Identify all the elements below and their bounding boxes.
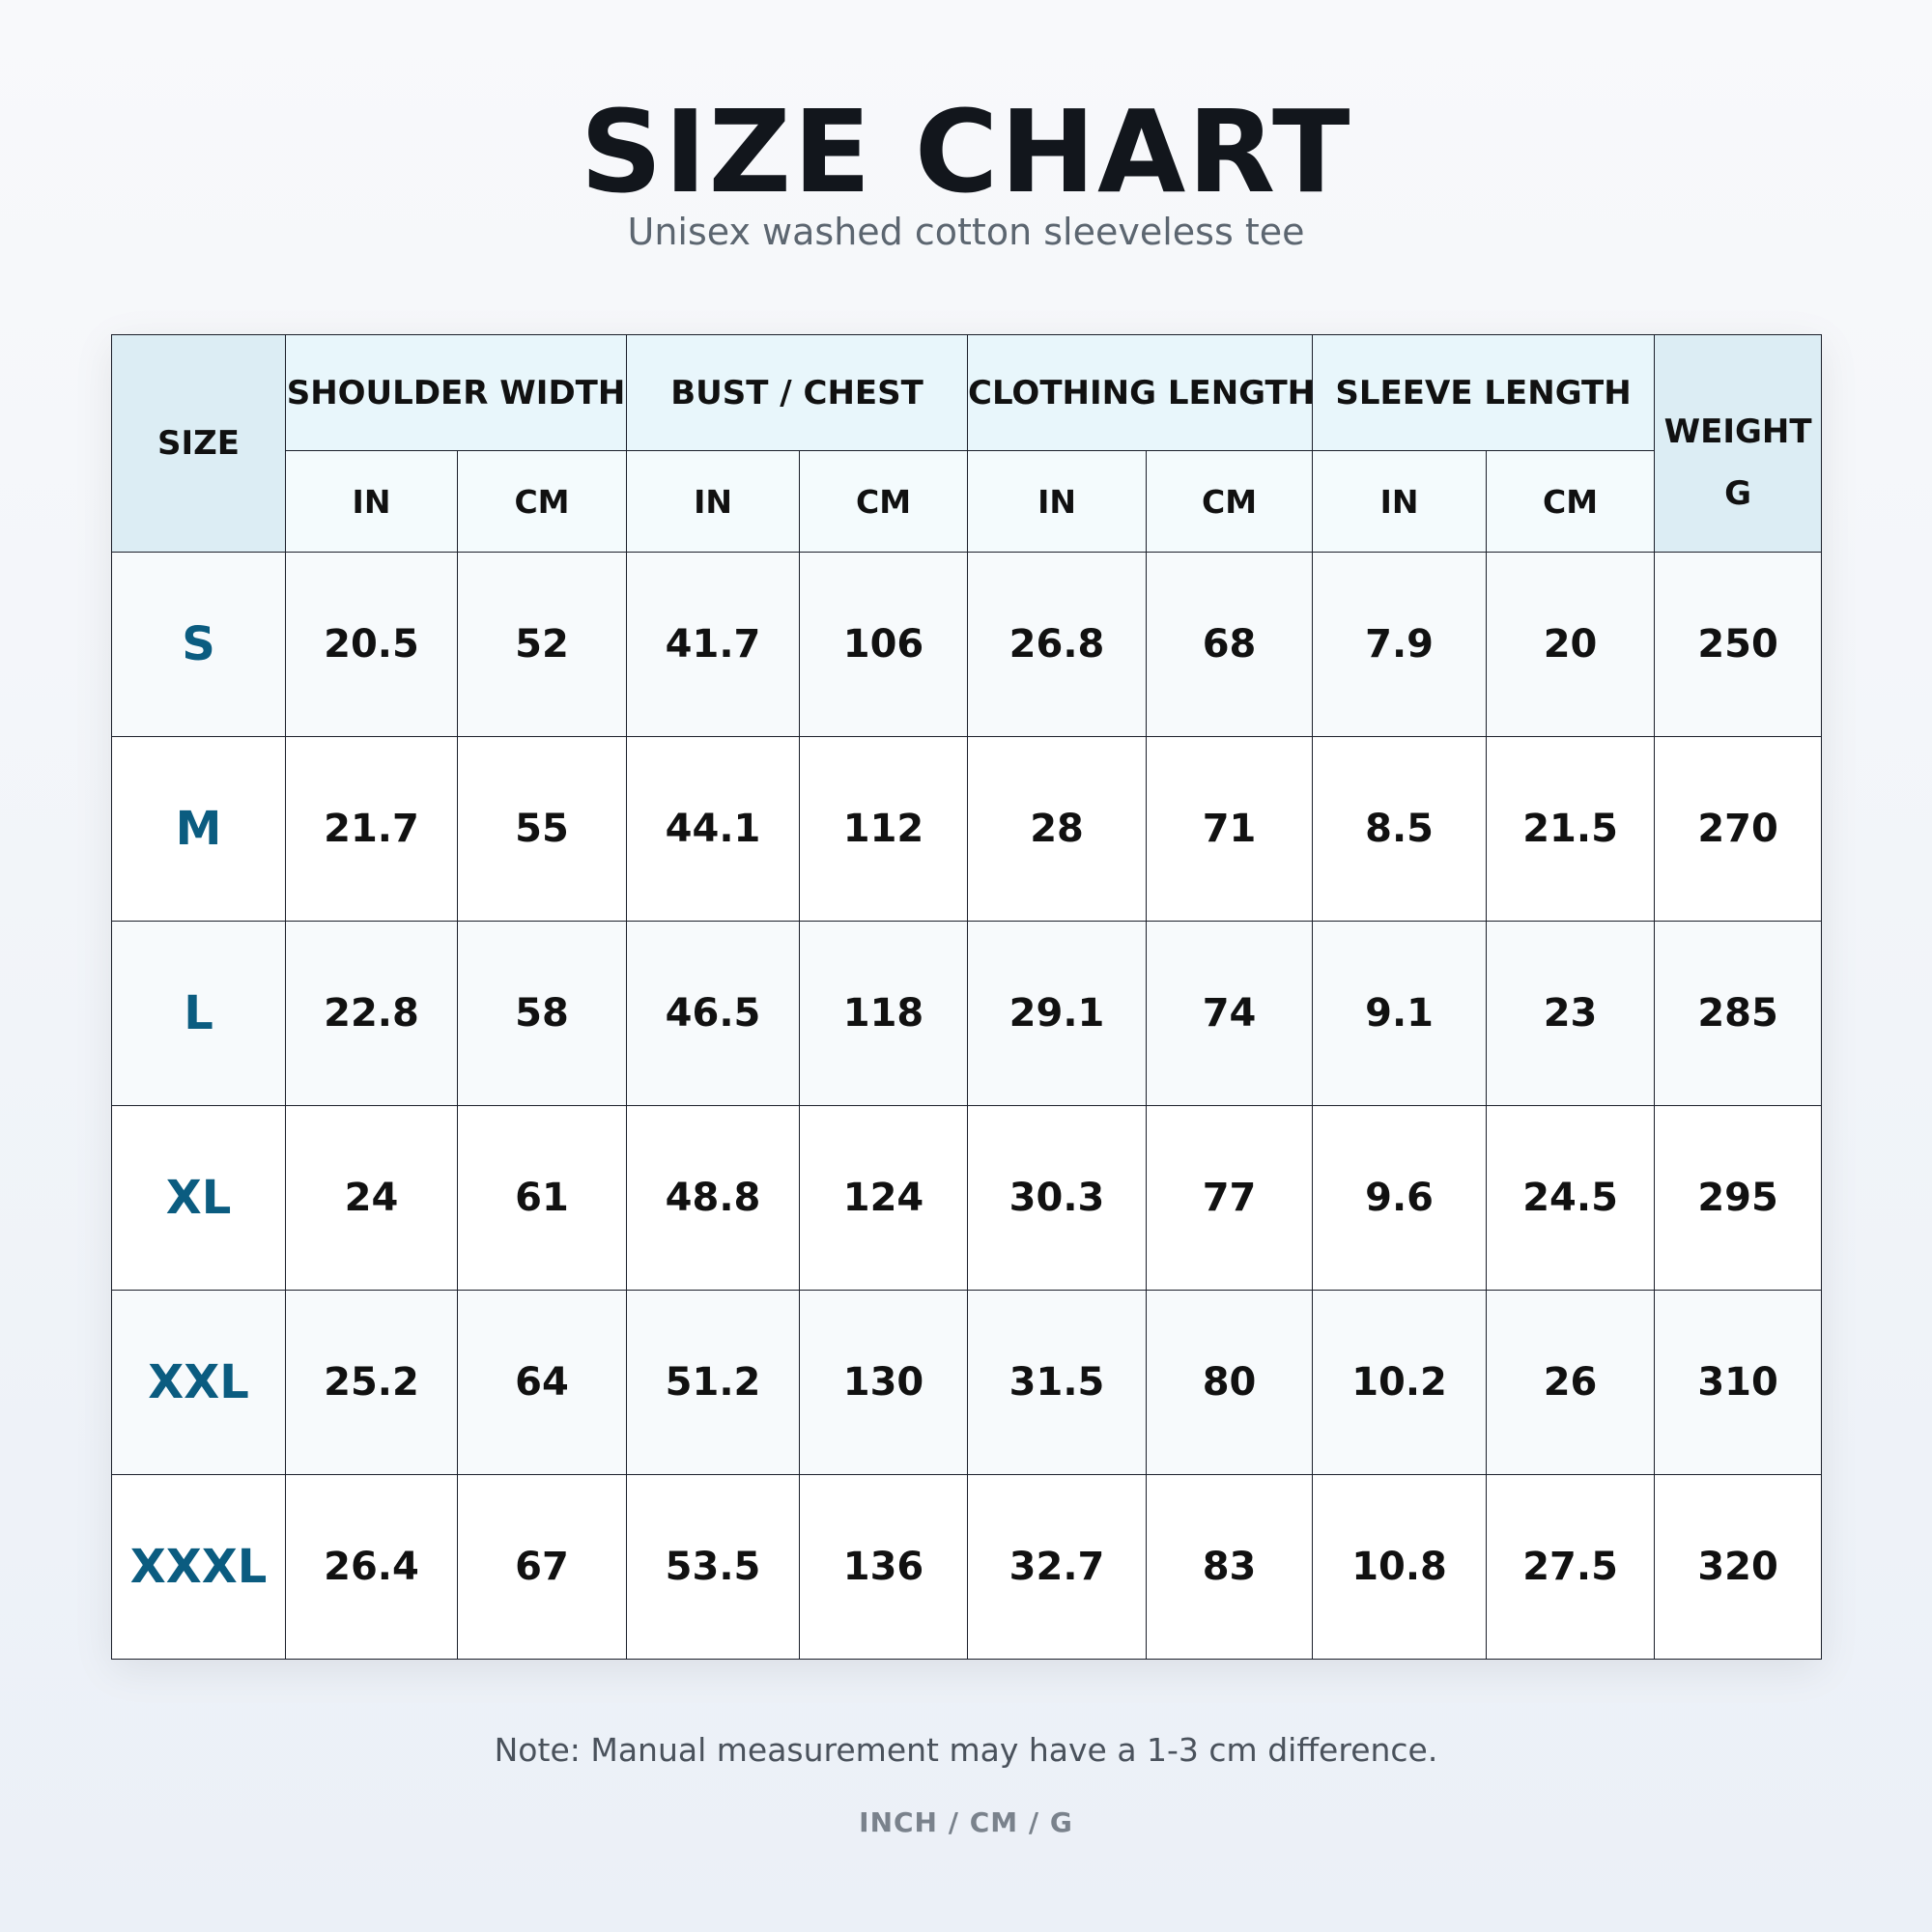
cell: 46.5 [626, 921, 801, 1106]
cell: 26.8 [967, 552, 1148, 737]
size-label: M [111, 736, 286, 922]
cell: 23 [1486, 921, 1656, 1106]
size-table: SIZE SHOULDER WIDTH BUST / CHEST CLOTHING L… [111, 334, 1823, 1660]
cell: 58 [456, 921, 628, 1106]
size-label: L [111, 921, 286, 1106]
cell: 24 [285, 1105, 458, 1291]
cell: 10.8 [1312, 1474, 1488, 1660]
cell: 61 [456, 1105, 628, 1291]
cell: 71 [1146, 736, 1314, 922]
cell: 67 [456, 1474, 628, 1660]
cell: 30.3 [967, 1105, 1148, 1291]
group-header: BUST / CHEST [626, 334, 969, 451]
cell: 112 [799, 736, 969, 922]
cell: 83 [1146, 1474, 1314, 1660]
cell: 48.8 [626, 1105, 801, 1291]
unit-header: IN [285, 450, 458, 553]
data-row: S 20.5 52 41.7 106 26.8 68 7.9 20 250 [111, 552, 1823, 737]
cell: 32.7 [967, 1474, 1148, 1660]
size-header: SIZE [111, 334, 286, 553]
size-label: XL [111, 1105, 286, 1291]
cell: 77 [1146, 1105, 1314, 1291]
cell: 51.2 [626, 1290, 801, 1475]
cell: 118 [799, 921, 969, 1106]
cell: 20.5 [285, 552, 458, 737]
weight-unit: G [1724, 474, 1752, 513]
data-row: XL 24 61 48.8 124 30.3 77 9.6 24.5 295 [111, 1105, 1823, 1291]
cell: 10.2 [1312, 1290, 1488, 1475]
cell: 41.7 [626, 552, 801, 737]
cell: 9.1 [1312, 921, 1488, 1106]
data-row: M 21.7 55 44.1 112 28 71 8.5 21.5 270 [111, 736, 1823, 922]
cell: 25.2 [285, 1290, 458, 1475]
weight-name: WEIGHT [1663, 412, 1812, 451]
group-header: SHOULDER WIDTH [284, 334, 628, 451]
cell: 310 [1654, 1290, 1823, 1475]
units-note: INCH / CM / G [859, 1806, 1073, 1838]
weight-header: WEIGHT G [1654, 334, 1823, 553]
cell: 9.6 [1312, 1105, 1488, 1291]
note: Note: Manual measurement may have a 1-3 … [494, 1731, 1438, 1769]
cell: 124 [799, 1105, 969, 1291]
header-row: SIZE SHOULDER WIDTH BUST / CHEST CLOTHING L… [111, 334, 1823, 553]
cell: 20 [1486, 552, 1656, 737]
cell: 27.5 [1486, 1474, 1656, 1660]
cell: 55 [456, 736, 628, 922]
title: SIZE CHART [580, 85, 1352, 218]
cell: 106 [799, 552, 969, 737]
size-label: XXL [111, 1290, 286, 1475]
cell: 295 [1654, 1105, 1823, 1291]
cell: 24.5 [1486, 1105, 1656, 1291]
unit-header: IN [967, 450, 1148, 553]
cell: 285 [1654, 921, 1823, 1106]
cell: 250 [1654, 552, 1823, 737]
cell: 28 [967, 736, 1148, 922]
data-row: L 22.8 58 46.5 118 29.1 74 9.1 23 285 [111, 921, 1823, 1106]
cell: 31.5 [967, 1290, 1148, 1475]
cell: 64 [456, 1290, 628, 1475]
size-label: S [111, 552, 286, 737]
unit-header: CM [799, 450, 969, 553]
cell: 53.5 [626, 1474, 801, 1660]
size-label: XXXL [111, 1474, 286, 1660]
unit-header: CM [456, 450, 628, 553]
unit-header: IN [1312, 450, 1488, 553]
data-row: XXXL 26.4 67 53.5 136 32.7 83 10.8 27.5 320 [111, 1474, 1823, 1660]
cell: 74 [1146, 921, 1314, 1106]
cell: 52 [456, 552, 628, 737]
cell: 270 [1654, 736, 1823, 922]
cell: 68 [1146, 552, 1314, 737]
unit-header: CM [1146, 450, 1314, 553]
group-header: SLEEVE LENGTH [1312, 334, 1656, 451]
cell: 130 [799, 1290, 969, 1475]
cell: 26 [1486, 1290, 1656, 1475]
cell: 320 [1654, 1474, 1823, 1660]
cell: 29.1 [967, 921, 1148, 1106]
cell: 44.1 [626, 736, 801, 922]
cell: 7.9 [1312, 552, 1488, 737]
unit-header: CM [1486, 450, 1656, 553]
cell: 136 [799, 1474, 969, 1660]
unit-row: IN CM IN CM IN CM IN CM [112, 450, 1822, 553]
cell: 80 [1146, 1290, 1314, 1475]
data-row: XXL 25.2 64 51.2 130 31.5 80 10.2 26 310 [111, 1290, 1823, 1475]
cell: 21.7 [285, 736, 458, 922]
unit-header: IN [626, 450, 801, 553]
cell: 26.4 [285, 1474, 458, 1660]
subtitle: Unisex washed cotton sleeveless tee [627, 211, 1305, 253]
cell: 21.5 [1486, 736, 1656, 922]
group-header: CLOTHING LENGTH [967, 334, 1315, 451]
cell: 22.8 [285, 921, 458, 1106]
cell: 8.5 [1312, 736, 1488, 922]
